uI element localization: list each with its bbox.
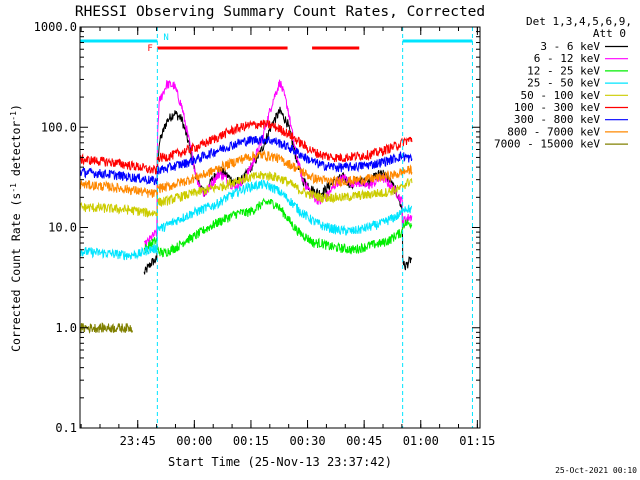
y-axis-label-sup2: -1 <box>9 111 18 121</box>
y-tick-label-1: 1000.0 <box>34 20 77 34</box>
legend-header-1: Det 1,3,4,5,6,9, <box>526 15 632 28</box>
legend-label-1: 3 - 6 keV <box>540 40 600 53</box>
legend-label-7: 300 - 800 keV <box>514 113 600 126</box>
y-tick-label-3: 10.0 <box>48 221 77 235</box>
y-axis-label-main: Corrected Count Rate (s <box>9 193 23 352</box>
legend-label-6: 100 - 300 keV <box>514 101 600 114</box>
timestamp: 25-Oct-2021 00:10 <box>555 466 637 475</box>
y-axis-label-end: ) <box>9 104 23 111</box>
x-tick-label-7: 01:15 <box>459 434 495 448</box>
plot-area: NF <box>80 27 473 428</box>
y-tick-label-2: 100.0 <box>41 120 77 134</box>
axes: 1000.0 100.0 10.0 1.0 0.1 23:45 00:00 00:15 00:3… <box>34 20 496 448</box>
x-tick-label-5: 00:45 <box>346 434 382 448</box>
x-tick-label-3: 00:15 <box>233 434 269 448</box>
legend-label-4: 25 - 50 keV <box>527 77 600 90</box>
y-axis-label-mid: detector <box>9 121 23 183</box>
series-line-3 <box>143 197 413 258</box>
series-line-6 <box>80 119 413 175</box>
y-tick-label-5: 0.1 <box>55 421 77 435</box>
x-tick-label-2: 00:00 <box>176 434 212 448</box>
night-flag-label: N <box>163 33 168 43</box>
x-tick-label-6: 01:00 <box>403 434 439 448</box>
y-tick-label-4: 1.0 <box>55 321 77 335</box>
plot-inner <box>80 79 413 334</box>
legend-label-9: 7000 - 15000 keV <box>494 138 600 151</box>
x-tick-label-4: 00:30 <box>289 434 325 448</box>
flare-flag-label: F <box>147 44 152 54</box>
series-line-2 <box>143 79 413 250</box>
series-line-4 <box>80 179 413 261</box>
y-axis-label: Corrected Count Rate (s-1 detector-1) <box>9 104 24 352</box>
legend-header-2: Att 0 <box>593 27 626 40</box>
chart-title: RHESSI Observing Summary Count Rates, Co… <box>75 4 485 20</box>
x-tick-label-1: 23:45 <box>120 434 156 448</box>
series-line-9 <box>80 322 134 334</box>
series-line-8 <box>80 149 413 200</box>
series-line-5 <box>80 171 413 218</box>
series-line-7 <box>80 134 413 186</box>
x-axis-label: Start Time (25-Nov-13 23:37:42) <box>168 455 392 469</box>
y-axis-label-sup: -1 <box>9 183 18 193</box>
legend-label-2: 6 - 12 keV <box>534 52 601 65</box>
legend-label-3: 12 - 25 keV <box>527 64 600 77</box>
legend-label-8: 800 - 7000 keV <box>507 125 600 138</box>
legend-label-5: 50 - 100 keV <box>521 89 601 102</box>
